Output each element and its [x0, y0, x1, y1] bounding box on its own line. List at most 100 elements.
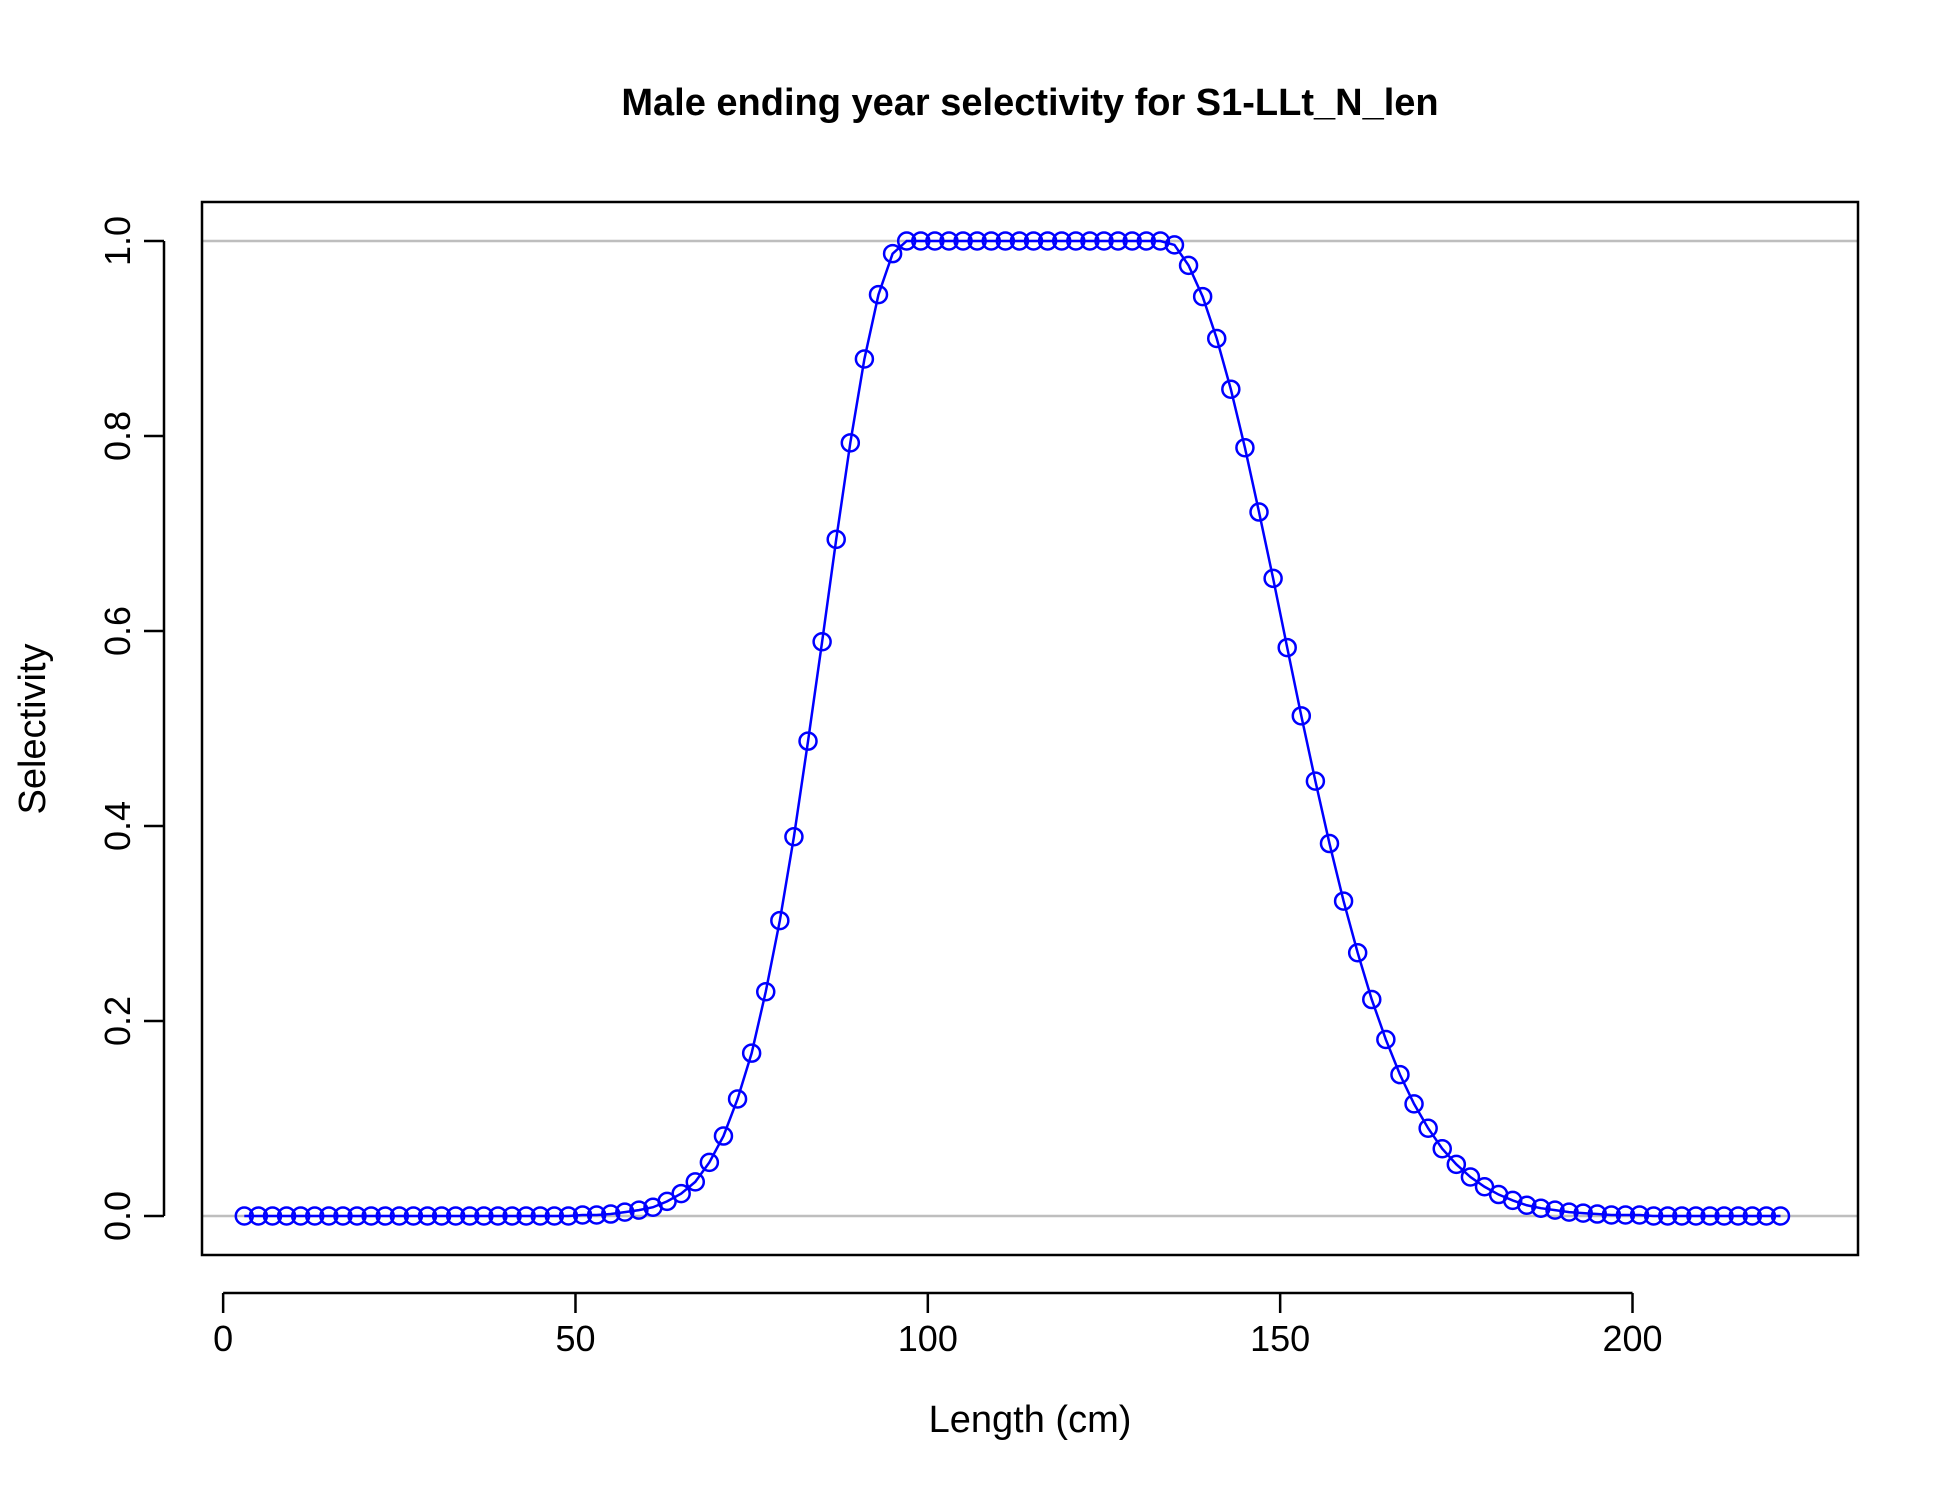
data-point — [1672, 1206, 1692, 1226]
data-point — [1460, 1167, 1481, 1187]
data-point — [1037, 231, 1058, 251]
data-point — [1051, 231, 1072, 251]
plot-frame — [200, 200, 1860, 1257]
chart-title: Male ending year selectivity for S1-LLt_… — [621, 82, 1438, 124]
data-point — [375, 1206, 395, 1226]
data-point — [1277, 637, 1297, 658]
data-point — [1517, 1195, 1537, 1216]
data-point — [1686, 1206, 1706, 1226]
data-point — [981, 231, 1001, 251]
data-point — [544, 1206, 565, 1226]
data-point — [699, 1152, 720, 1173]
reference-lines — [202, 239, 1858, 1218]
y-tick-label: 0.8 — [97, 411, 138, 461]
data-point — [1756, 1206, 1777, 1226]
data-point — [1206, 328, 1227, 349]
data-point — [1319, 833, 1340, 854]
data-point — [1446, 1154, 1467, 1175]
data-point — [812, 631, 832, 652]
data-point — [1122, 231, 1142, 251]
data-point — [741, 1043, 762, 1063]
data-point — [868, 284, 889, 305]
data-point — [1714, 1206, 1734, 1226]
data-point — [1362, 989, 1382, 1010]
data-point — [685, 1172, 706, 1192]
y-tick-label: 0.4 — [97, 801, 138, 851]
data-point — [784, 826, 804, 847]
data-point — [333, 1206, 353, 1226]
data-point — [1390, 1064, 1410, 1085]
x-axis: 0 50 100 150 200 — [213, 1291, 1663, 1359]
data-point — [1192, 286, 1213, 307]
data-point — [1178, 255, 1199, 276]
data-point — [1418, 1118, 1438, 1138]
data-point — [854, 349, 875, 369]
series-group — [234, 231, 1791, 1226]
data-point — [516, 1206, 536, 1226]
data-point — [953, 231, 973, 251]
data-point — [755, 982, 776, 1002]
x-tick-label: 50 — [555, 1318, 595, 1359]
y-axis: 0.0 0.2 0.4 0.6 0.8 1.0 — [97, 216, 166, 1241]
data-point — [995, 231, 1016, 251]
y-axis-label: Selectivity — [12, 643, 54, 814]
y-tick-label: 0.6 — [97, 606, 138, 656]
data-point — [1009, 231, 1030, 251]
data-point — [1164, 235, 1185, 255]
data-point — [911, 231, 931, 251]
data-point — [1404, 1094, 1424, 1114]
data-point — [826, 529, 846, 550]
y-tick-label: 0.0 — [97, 1191, 138, 1241]
data-point — [1629, 1205, 1650, 1225]
data-point — [896, 231, 917, 251]
data-point — [967, 231, 987, 251]
data-point — [276, 1206, 297, 1226]
data-point — [798, 731, 818, 751]
data-point — [1432, 1138, 1452, 1159]
data-point — [319, 1206, 339, 1226]
data-point — [1376, 1029, 1396, 1050]
data-point — [1136, 231, 1157, 251]
data-point — [671, 1183, 691, 1204]
data-point — [615, 1202, 635, 1222]
data-point — [1066, 231, 1086, 251]
data-point — [1545, 1200, 1565, 1220]
data-point — [290, 1206, 311, 1226]
data-point — [474, 1206, 494, 1226]
data-point — [1263, 568, 1283, 589]
data-point — [1080, 231, 1100, 251]
data-point — [1347, 943, 1368, 963]
data-point — [939, 231, 959, 251]
data-point — [1573, 1203, 1593, 1223]
data-point — [1559, 1202, 1579, 1222]
data-point — [727, 1089, 748, 1109]
data-point — [347, 1206, 367, 1226]
data-point — [925, 231, 945, 251]
data-point — [840, 433, 861, 453]
data-point — [586, 1205, 607, 1225]
data-point — [417, 1206, 438, 1226]
data-point — [1615, 1205, 1636, 1225]
data-point — [488, 1206, 508, 1226]
data-point — [572, 1205, 593, 1225]
data-point — [1305, 771, 1326, 791]
data-point — [1235, 437, 1255, 458]
x-tick-label: 100 — [898, 1318, 958, 1359]
data-point — [502, 1206, 522, 1226]
data-point — [1643, 1206, 1664, 1226]
y-tick-label: 1.0 — [97, 216, 138, 266]
data-point — [460, 1206, 480, 1226]
data-point — [361, 1206, 381, 1226]
data-point — [1249, 502, 1269, 522]
data-point — [1657, 1206, 1678, 1226]
data-point — [431, 1206, 452, 1226]
data-point — [1108, 231, 1128, 251]
data-point — [234, 1206, 255, 1226]
data-point — [1023, 231, 1044, 251]
data-point — [1291, 706, 1312, 726]
data-point — [558, 1206, 579, 1226]
data-point — [1742, 1206, 1763, 1226]
data-point — [1770, 1206, 1791, 1226]
data-point — [304, 1206, 325, 1226]
